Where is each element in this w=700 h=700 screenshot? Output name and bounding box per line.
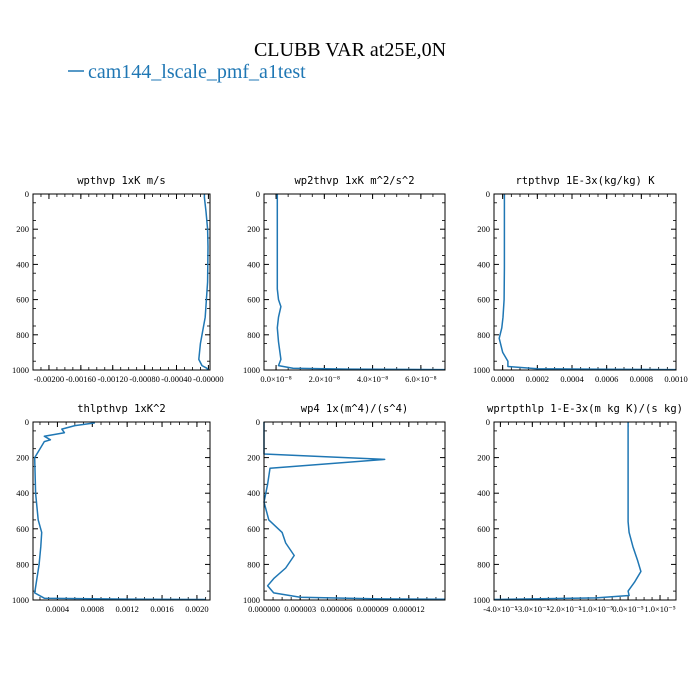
panel-1: wpthvp 1xK m/s02004006008001000-0.00200-… <box>12 175 224 384</box>
x-tick-label: -0.00080 <box>129 374 159 384</box>
x-tick-label: -0.00000 <box>193 374 223 384</box>
x-tick-label: 0.0008 <box>630 374 653 384</box>
x-tick-label: 0.0006 <box>595 374 618 384</box>
series-line <box>493 422 642 601</box>
x-tick-label: 2.0×10⁻⁸ <box>309 374 340 384</box>
y-tick-label: 400 <box>247 488 260 498</box>
x-tick-label: -3.0×10⁻⁵ <box>515 604 549 614</box>
x-tick-label: 0.0008 <box>81 604 104 614</box>
panel-frame <box>493 193 677 371</box>
y-tick-label: 0 <box>25 417 29 427</box>
y-tick-label: 400 <box>477 488 490 498</box>
y-tick-label: 0 <box>486 189 490 199</box>
y-tick-label: 1000 <box>12 595 29 605</box>
y-tick-label: 600 <box>247 524 260 534</box>
y-tick-label: 800 <box>247 330 260 340</box>
x-tick-label: 0.000003 <box>284 604 316 614</box>
y-tick-label: 1000 <box>473 595 490 605</box>
x-tick-label: 6.0×10⁻⁸ <box>405 374 436 384</box>
x-tick-label: -0.00040 <box>161 374 191 384</box>
panel-3: rtpthvp 1E-3x(kg/kg) K020040060080010000… <box>473 175 688 384</box>
x-tick-label: 0.0010 <box>664 374 687 384</box>
x-tick-label: 0.000000 <box>248 604 280 614</box>
y-tick-label: 0 <box>486 417 490 427</box>
figure-title: CLUBB VAR at25E,0N <box>254 39 446 61</box>
x-tick-label: 0.0012 <box>115 604 138 614</box>
y-tick-label: 1000 <box>473 365 490 375</box>
x-tick-label: -1.0×10⁻⁵ <box>579 604 613 614</box>
x-tick-label: 0.0004 <box>46 604 70 614</box>
y-tick-label: 1000 <box>243 595 260 605</box>
x-tick-label: 0.0020 <box>185 604 208 614</box>
panel-title: wpthvp 1xK m/s <box>77 175 166 187</box>
y-tick-label: 200 <box>16 453 29 463</box>
legend: cam144_lscale_pmf_a1test <box>68 61 306 83</box>
y-tick-label: 800 <box>477 559 490 569</box>
x-tick-label: 0.0002 <box>526 374 549 384</box>
x-tick-label: 0.000006 <box>320 604 352 614</box>
y-tick-label: 200 <box>477 224 490 234</box>
y-tick-label: 400 <box>16 488 29 498</box>
panels: wpthvp 1xK m/s02004006008001000-0.00200-… <box>12 175 688 614</box>
x-tick-label: 0.000012 <box>393 604 425 614</box>
panel-6: wprtpthlp 1-E-3x(m kg K)/(s kg) 0 200 400 60… <box>473 403 683 614</box>
panel-title: thlpthvp 1xK^2 <box>77 403 166 415</box>
panel-frame <box>32 193 211 371</box>
panel-4: thlpthvp 1xK^2 0 200 400 600 800 1000 0.0004 0.0… <box>12 403 211 614</box>
y-tick-label: 600 <box>477 295 490 305</box>
y-tick-label: 600 <box>247 295 260 305</box>
y-tick-label: 0 <box>256 417 260 427</box>
x-tick-label: 4.0×10⁻⁸ <box>357 374 388 384</box>
x-tick-label: -0.00120 <box>97 374 127 384</box>
y-tick-label: 600 <box>16 295 29 305</box>
y-tick-label: 1000 <box>243 365 260 375</box>
y-tick-label: 600 <box>477 524 490 534</box>
x-tick-label: 0.0×10⁻⁵ <box>612 604 643 614</box>
x-tick-label: -0.00160 <box>66 374 96 384</box>
y-tick-label: 800 <box>16 559 29 569</box>
y-tick-label: 400 <box>247 259 260 269</box>
series-line <box>498 194 677 371</box>
y-tick-label: 800 <box>16 330 29 340</box>
panel-frame <box>263 193 446 371</box>
panel-5: wp4 1x(m^4)/(s^4)020040060080010000.0000… <box>243 403 446 614</box>
x-tick-label: 0.000009 <box>357 604 389 614</box>
y-tick-label: 400 <box>477 259 490 269</box>
y-tick-label: 200 <box>247 453 260 463</box>
panel-frame <box>32 421 211 601</box>
panel-title: rtpthvp 1E-3x(kg/kg) K <box>515 175 655 187</box>
series-line <box>276 194 446 371</box>
x-tick-label: 0.0004 <box>560 374 584 384</box>
x-tick-label: 1.0×10⁻⁵ <box>644 604 675 614</box>
x-tick-label: -4.0×10⁻⁵ <box>483 604 517 614</box>
y-tick-label: 800 <box>477 330 490 340</box>
x-tick-label: -0.00200 <box>34 374 64 384</box>
y-tick-label: 1000 <box>12 365 29 375</box>
series-line <box>198 194 209 371</box>
y-tick-label: 400 <box>16 259 29 269</box>
y-tick-label: 200 <box>477 453 490 463</box>
panel-frame <box>263 421 446 601</box>
y-tick-label: 600 <box>16 524 29 534</box>
panel-2: wp2thvp 1xK m^2/s^2 0 200 400 600 800 10000.0×… <box>243 175 446 384</box>
panel-title: wp2thvp 1xK m^2/s^2 <box>294 175 414 187</box>
x-tick-label: 0.0000 <box>491 374 514 384</box>
panel-title: wp4 1x(m^4)/(s^4) <box>301 403 408 415</box>
y-tick-label: 200 <box>247 224 260 234</box>
panel-frame <box>493 421 677 601</box>
x-tick-label: 0.0016 <box>150 604 173 614</box>
y-tick-label: 0 <box>256 189 260 199</box>
panel-title: wprtpthlp 1-E-3x(m kg K)/(s kg) <box>487 403 683 415</box>
y-tick-label: 800 <box>247 559 260 569</box>
series-line <box>263 422 446 601</box>
x-tick-label: -2.0×10⁻⁵ <box>547 604 581 614</box>
series-line <box>33 422 206 601</box>
y-tick-label: 0 <box>25 189 29 199</box>
x-tick-label: 0.0×10⁻⁸ <box>260 374 291 384</box>
y-tick-label: 200 <box>16 224 29 234</box>
legend-label: cam144_lscale_pmf_a1test <box>88 61 306 83</box>
